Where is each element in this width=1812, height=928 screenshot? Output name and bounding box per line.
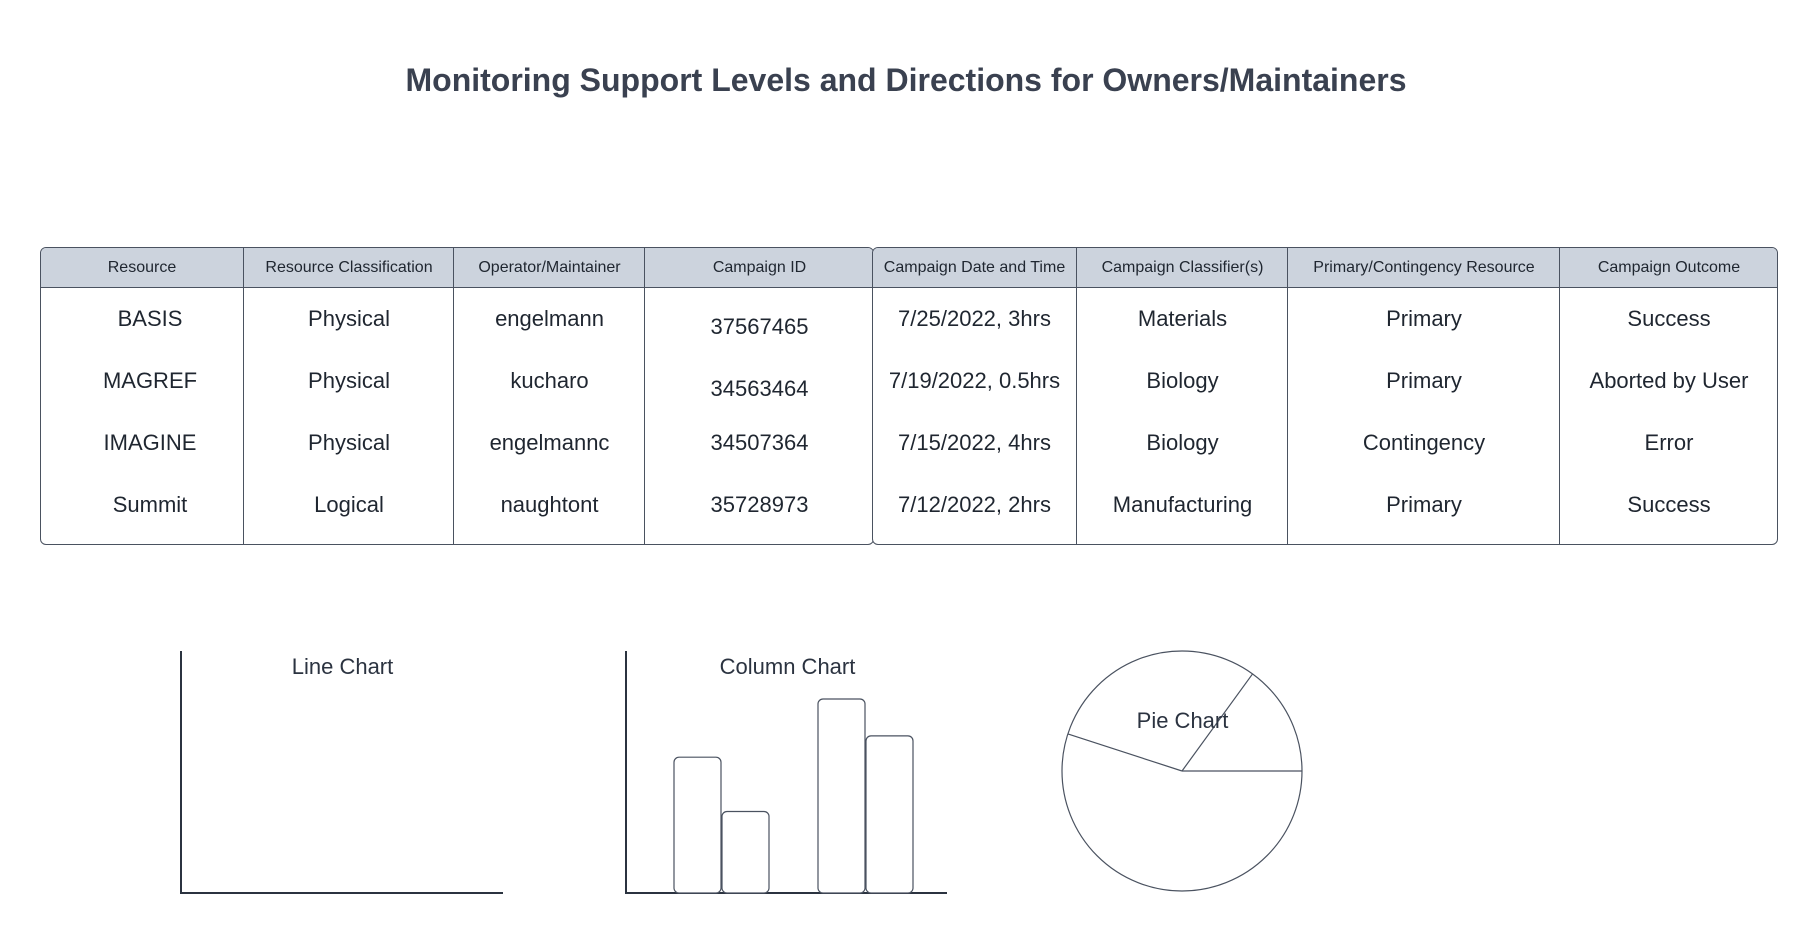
table-cell: Contingency <box>1362 430 1486 455</box>
table-cell: Logical <box>314 492 384 517</box>
line-chart-label: Line Chart <box>291 654 394 679</box>
table-cell: 34507364 <box>710 430 809 455</box>
page-title: Monitoring Support Levels and Directions… <box>405 62 1407 98</box>
table-cell: Error <box>1644 430 1694 455</box>
column-header: Resource Classification <box>244 248 454 288</box>
support-table-left: Resource BASIS MAGREF IMAGINE Summit Res… <box>40 247 874 545</box>
column-chart-axes <box>625 651 947 894</box>
column-header: Campaign Date and Time <box>873 248 1076 288</box>
column-chart-bar <box>817 698 866 894</box>
pie-chart <box>1061 650 1303 892</box>
table-cell: Manufacturing <box>1112 492 1253 517</box>
table-cell: Materials <box>1137 306 1228 331</box>
column-header: Campaign Classifier(s) <box>1077 248 1288 288</box>
table-cell: MAGREF <box>102 368 198 393</box>
table-cell: Biology <box>1146 368 1219 393</box>
table-cell: engelmannc <box>489 430 610 455</box>
table-cell: 37567465 <box>710 314 809 339</box>
table-cell: 7/25/2022, 3hrs <box>898 306 1051 331</box>
table-cell: engelmann <box>495 306 604 331</box>
column-chart-bar <box>721 810 770 894</box>
table-cell: Physical <box>308 306 390 331</box>
table-cell: Primary <box>1386 368 1462 393</box>
table-cell: 7/19/2022, 0.5hrs <box>888 368 1061 393</box>
column-chart-bar <box>673 756 722 894</box>
table-cell: naughtont <box>500 492 599 517</box>
line-chart-axes <box>180 651 503 894</box>
pie-chart-label: Pie Chart <box>1136 708 1229 733</box>
table-cell: 35728973 <box>710 492 809 517</box>
column-resource: Resource BASIS MAGREF IMAGINE Summit <box>41 248 243 544</box>
column-campaign-date: Campaign Date and Time 7/25/2022, 3hrs 7… <box>873 248 1076 544</box>
column-chart-label: Column Chart <box>719 654 856 679</box>
table-cell: Success <box>1627 492 1711 517</box>
column-header: Campaign ID <box>645 248 873 288</box>
table-cell: IMAGINE <box>103 430 197 455</box>
table-cell: Summit <box>112 492 188 517</box>
table-cell: Biology <box>1146 430 1219 455</box>
table-cell: Physical <box>308 430 390 455</box>
table-cell: BASIS <box>117 306 183 331</box>
table-cell: kucharo <box>510 368 589 393</box>
table-cell: Primary <box>1386 306 1462 331</box>
column-header: Resource <box>41 248 243 288</box>
table-cell: 7/12/2022, 2hrs <box>898 492 1051 517</box>
table-cell: Physical <box>308 368 390 393</box>
table-cell: Primary <box>1386 492 1462 517</box>
column-chart-bar <box>865 735 914 894</box>
column-campaign-classifiers: Campaign Classifier(s) Materials Biology… <box>1076 248 1288 544</box>
column-header: Primary/Contingency Resource <box>1288 248 1560 288</box>
column-campaign-id: Campaign ID 37567465 34563464 34507364 3… <box>644 248 873 544</box>
table-cell: Aborted by User <box>1589 368 1749 393</box>
column-resource-classification: Resource Classification Physical Physica… <box>243 248 454 544</box>
support-table-right: Campaign Date and Time 7/25/2022, 3hrs 7… <box>872 247 1778 545</box>
column-operator: Operator/Maintainer engelmann kucharo en… <box>453 248 645 544</box>
column-header: Operator/Maintainer <box>454 248 645 288</box>
table-cell: 7/15/2022, 4hrs <box>898 430 1051 455</box>
pie-chart-slice-divider <box>1067 733 1183 772</box>
pie-chart-slice-divider <box>1181 673 1254 772</box>
line-chart-axis <box>180 651 503 894</box>
table-cell: Success <box>1627 306 1711 331</box>
column-header: Campaign Outcome <box>1560 248 1777 288</box>
table-cell: 34563464 <box>710 376 809 401</box>
column-campaign-outcome: Campaign Outcome Success Aborted by User… <box>1559 248 1777 544</box>
column-primary-contingency: Primary/Contingency Resource Primary Pri… <box>1287 248 1560 544</box>
